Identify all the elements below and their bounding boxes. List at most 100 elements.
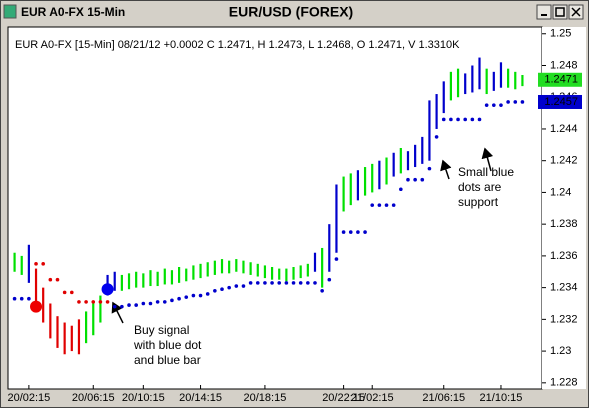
support-dot bbox=[356, 230, 360, 234]
support-dot bbox=[213, 289, 217, 293]
support-price-box bbox=[538, 94, 582, 109]
support-dot bbox=[391, 203, 396, 207]
support-dot bbox=[291, 281, 296, 285]
annotation: Buy signal bbox=[134, 323, 189, 337]
resistance-dot bbox=[48, 277, 53, 282]
window-buttons[interactable] bbox=[536, 4, 584, 20]
support-dot bbox=[313, 281, 317, 285]
y-tick-label: 1.232 bbox=[550, 313, 578, 325]
y-tick-label: 1.234 bbox=[550, 282, 578, 294]
x-tick-label: 21/02:15 bbox=[351, 392, 394, 404]
arrow bbox=[440, 159, 452, 180]
annotation: and blue bar bbox=[134, 353, 201, 367]
x-tick-label: 20/06:15 bbox=[72, 392, 115, 404]
support-dot bbox=[234, 284, 239, 288]
support-dot bbox=[420, 177, 425, 182]
support-dot bbox=[399, 187, 403, 192]
support-dot bbox=[384, 203, 389, 207]
support-dot bbox=[434, 135, 439, 139]
support-dot bbox=[170, 298, 174, 303]
maximize-button[interactable] bbox=[552, 4, 568, 20]
support-dot bbox=[112, 304, 117, 309]
annotation: dots are bbox=[458, 180, 502, 194]
y-tick-label: 1.25 bbox=[550, 28, 571, 40]
x-tick-label: 21/06:15 bbox=[422, 392, 465, 404]
header-line: EUR A0-FX [15-Min] 08/21/12 +0.0002 C 1.… bbox=[15, 39, 460, 51]
y-tick-label: 1.236 bbox=[550, 250, 578, 262]
support-dot bbox=[148, 301, 153, 306]
support-dot bbox=[306, 281, 310, 285]
support-dot bbox=[499, 103, 503, 107]
resistance-dot bbox=[77, 300, 81, 304]
support-dot bbox=[370, 203, 375, 207]
support-dot bbox=[363, 230, 367, 234]
y-tick-label: 1.248 bbox=[550, 59, 578, 71]
buy-signal bbox=[101, 283, 114, 296]
resistance-dot bbox=[105, 300, 110, 304]
support-dot bbox=[298, 281, 303, 285]
last-price-box bbox=[538, 72, 582, 87]
sell-signal bbox=[30, 300, 43, 313]
support-dot bbox=[427, 166, 432, 171]
y-tick-label: 1.23 bbox=[550, 345, 571, 357]
support-dot bbox=[277, 281, 282, 285]
arrow bbox=[481, 147, 494, 172]
annotation: with blue dot bbox=[133, 338, 202, 352]
support-dot bbox=[263, 281, 267, 285]
support-dot bbox=[341, 230, 346, 234]
support-dot bbox=[477, 117, 482, 122]
support-dot bbox=[327, 277, 332, 282]
resistance-dot bbox=[98, 300, 103, 304]
support-dot bbox=[162, 300, 167, 304]
support-dot bbox=[205, 292, 210, 296]
app-icon bbox=[3, 4, 17, 19]
support-dot bbox=[27, 296, 31, 301]
support-dot bbox=[220, 287, 224, 292]
support-dot bbox=[413, 177, 417, 182]
resistance-dot bbox=[62, 290, 67, 295]
x-tick-label: 21/10:15 bbox=[480, 392, 523, 404]
support-dot bbox=[191, 293, 196, 298]
x-tick-label: 20/02:15 bbox=[7, 392, 50, 404]
support-dot bbox=[155, 300, 160, 304]
x-tick-label: 20/22:15 bbox=[322, 392, 365, 404]
resistance-dot bbox=[34, 262, 38, 266]
resistance-dot bbox=[69, 290, 74, 295]
support-dot bbox=[120, 304, 124, 309]
y-tick-label: 1.238 bbox=[550, 218, 578, 230]
support-dot bbox=[506, 100, 510, 104]
support-dot bbox=[12, 296, 17, 301]
support-dot bbox=[134, 303, 138, 307]
support-dot bbox=[449, 117, 453, 122]
support-dot bbox=[513, 100, 518, 104]
support-dot bbox=[284, 281, 289, 285]
minimize-button[interactable] bbox=[536, 4, 552, 20]
last-price-label: 1.2471 bbox=[544, 74, 578, 86]
plot-area bbox=[7, 26, 543, 390]
axis-area bbox=[542, 27, 586, 389]
chart-title: EUR/USD (FOREX) bbox=[229, 4, 353, 20]
x-tick-label: 20/10:15 bbox=[122, 392, 165, 404]
support-dot bbox=[520, 100, 525, 104]
support-dot bbox=[463, 117, 468, 122]
support-dot bbox=[241, 284, 246, 288]
resistance-dot bbox=[55, 277, 60, 282]
support-dot bbox=[492, 103, 496, 107]
y-tick-label: 1.244 bbox=[550, 123, 578, 135]
support-dot bbox=[377, 203, 382, 207]
support-dot bbox=[198, 293, 203, 298]
support-dot bbox=[141, 301, 146, 306]
support-dot bbox=[441, 117, 446, 122]
support-dot bbox=[255, 281, 260, 285]
support-dot bbox=[320, 289, 324, 293]
support-dot bbox=[127, 303, 131, 307]
annotation: Small blue bbox=[458, 165, 514, 179]
support-dot bbox=[456, 117, 460, 122]
support-dot bbox=[406, 177, 410, 182]
support-dot bbox=[184, 295, 189, 299]
y-tick-label: 1.242 bbox=[550, 155, 578, 167]
support-dot bbox=[270, 281, 274, 285]
y-tick-label: 1.228 bbox=[550, 377, 578, 389]
